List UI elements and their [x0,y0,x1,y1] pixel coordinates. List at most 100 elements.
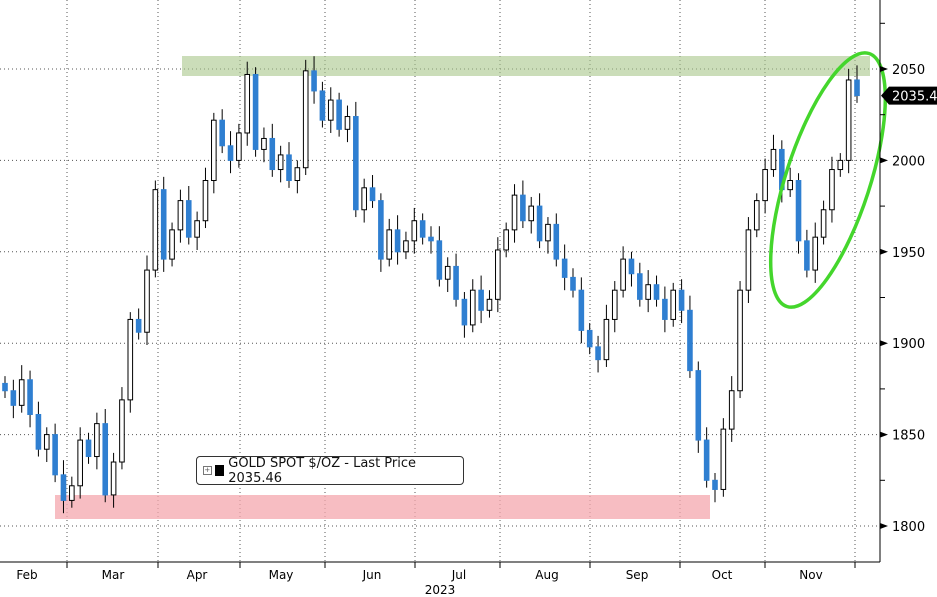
candle [261,127,267,163]
candle-body-up [845,79,852,161]
candle [419,213,426,245]
candle [277,145,284,183]
candle-body-up [18,379,25,406]
candle-body-down [227,145,234,161]
candle [478,275,484,324]
candle-body-up [127,318,134,401]
candle-body-down [662,298,668,320]
candle [227,131,234,174]
candle-body-up [770,148,777,171]
candle [311,56,317,104]
candle [536,193,543,249]
candle-body-up [403,240,409,253]
x-tick-label: Jun [362,568,382,582]
expand-icon[interactable]: + [203,466,212,475]
candle [703,427,710,488]
candle [829,156,835,223]
last-price-marker: 2035.46 [881,86,937,105]
candle-body-up [144,269,150,333]
candle-body-down [269,137,276,171]
candle-body-up [620,258,626,291]
candle [528,196,535,234]
candle [35,401,42,457]
candle [2,376,8,399]
candle [770,134,777,177]
candle [344,105,351,143]
candle-body-down [520,194,526,222]
candle [461,292,468,338]
y-tick [880,340,888,347]
candle [753,193,760,238]
candle-body-up [486,298,493,311]
candle [10,379,17,419]
candle-body-down [219,119,225,147]
candle-body-down [570,276,576,291]
candle [18,365,25,413]
candle [236,123,242,168]
candle-body-down [678,289,685,311]
candle-body-up [511,194,518,231]
candle [436,226,443,287]
candle-body-up [244,73,251,134]
y-tick-label: 1900 [892,337,925,352]
candle [169,222,175,267]
candle-body-down [336,99,342,130]
candle-body-down [319,90,326,121]
candle [687,295,693,378]
candle [670,282,677,327]
candle-body-up [169,229,175,260]
candle-body-down [578,289,585,331]
candle [653,275,660,307]
candle-body-down [436,240,443,280]
candle-body-up [469,289,476,326]
candle-body-down [695,370,702,441]
x-tick-label: Oct [712,568,733,582]
candle-body-down [60,474,67,501]
candle [69,476,75,508]
support-band [55,495,710,519]
candle [469,279,476,333]
candle-body-down [428,236,434,242]
candle-body-down [160,189,167,260]
candle-body-down [102,423,109,496]
candle [837,153,844,177]
candle-body-up [745,229,752,291]
y-axis: 1800 1850 1900 1950 2000 2050 [880,22,925,535]
candle [603,304,610,367]
candle-body-down [461,298,468,326]
candle [695,361,702,453]
candle [43,427,50,463]
candle [444,257,451,293]
candle-body-up [837,159,844,171]
candle [336,92,342,137]
candle [595,335,601,373]
candle [144,255,150,346]
candle [319,81,326,128]
x-tick-label: Apr [187,568,208,582]
candle [160,176,167,272]
candle [369,175,376,208]
candle-body-up [69,485,75,501]
candle [737,281,743,399]
candle [578,277,585,344]
x-tick-label: Jul [451,568,466,582]
candle [77,427,83,499]
candle [211,112,217,194]
candle [486,290,493,318]
y-tick [880,523,888,529]
candle-body-down [795,180,802,242]
candle-body-down [586,329,593,348]
candle [845,69,852,174]
candle [812,222,819,283]
candle [553,213,560,267]
candle [545,217,551,254]
candle-body-up [545,223,551,242]
candle-body-down [653,284,660,300]
candle-body-up [444,265,451,280]
candle-body-down [27,379,33,415]
y-tick [880,66,888,72]
candle [403,231,409,260]
candle-body-up [277,154,284,171]
candle-body-down [286,154,292,182]
candle-body-down [353,116,359,211]
